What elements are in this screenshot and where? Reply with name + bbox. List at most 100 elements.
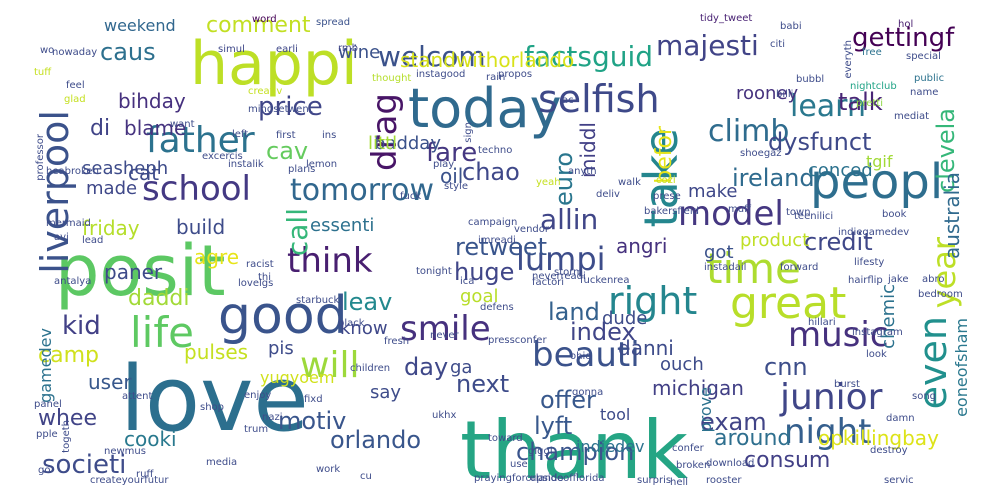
cloud-word: yeah xyxy=(536,177,561,188)
cloud-word: gamedev xyxy=(36,328,55,403)
cloud-word: pple xyxy=(36,429,58,440)
cloud-word: opkillingbay xyxy=(818,426,939,450)
cloud-word: look xyxy=(866,349,887,360)
cloud-word: di xyxy=(90,116,111,141)
cloud-word: retweet xyxy=(455,233,548,261)
cloud-word: talk xyxy=(838,88,883,116)
cloud-word: model xyxy=(678,194,784,234)
cloud-word: heabroken xyxy=(46,166,99,177)
cloud-word: orlando xyxy=(330,426,422,454)
cloud-word: spread xyxy=(316,17,351,28)
cloud-word: hillari xyxy=(808,317,836,328)
cloud-word: ruff xyxy=(136,469,154,480)
cloud-word: pis xyxy=(268,338,294,359)
cloud-word: champion xyxy=(516,438,635,466)
cloud-word: fixd xyxy=(304,394,323,405)
cloud-word: pressconfer xyxy=(488,335,547,346)
cloud-word: tomorrow xyxy=(290,173,435,208)
cloud-word: ac xyxy=(562,95,574,106)
cloud-word: confer xyxy=(672,443,704,454)
cloud-word: nowaday xyxy=(52,47,98,58)
cloud-word: hairflip xyxy=(848,275,883,286)
cloud-word: cat xyxy=(128,161,160,185)
cloud-word: tgif xyxy=(866,152,893,171)
cloud-word: mermaid xyxy=(46,218,91,229)
cloud-word: ga xyxy=(450,357,473,378)
cloud-word: thought xyxy=(372,73,412,84)
cloud-word: jake xyxy=(888,274,909,285)
cloud-word: right xyxy=(608,279,698,323)
cloud-word: free xyxy=(862,47,882,58)
cloud-word: got xyxy=(704,242,734,263)
cloud-word: agre xyxy=(194,245,240,269)
cloud-word: think xyxy=(287,241,373,281)
cloud-word: shoegaz xyxy=(740,148,782,159)
cloud-word: societi xyxy=(42,450,127,480)
cloud-word: lemon xyxy=(306,159,338,170)
cloud-word: paner xyxy=(104,260,163,284)
cloud-word: goal xyxy=(460,286,499,307)
cloud-word: createyourfutur xyxy=(90,475,169,486)
cloud-word: tidy_tweet xyxy=(700,13,753,24)
cloud-word: love xyxy=(120,347,309,452)
cloud-word: tonight xyxy=(416,266,452,277)
cloud-word: chemic xyxy=(878,284,899,349)
cloud-word: togeth xyxy=(61,420,72,453)
cloud-word: left xyxy=(232,129,249,140)
cloud-word: rain xyxy=(486,72,506,83)
cloud-word: style xyxy=(444,181,468,192)
cloud-word: children xyxy=(350,363,391,374)
cloud-word: starbuck xyxy=(296,295,340,306)
cloud-word: hol xyxy=(898,19,914,30)
cloud-word: download xyxy=(706,458,755,469)
cloud-word: school xyxy=(142,169,252,209)
cloud-word: ins xyxy=(322,130,337,141)
cloud-word: surpris xyxy=(637,475,672,486)
cloud-word: australia xyxy=(940,172,964,260)
cloud-word: servic xyxy=(884,475,914,486)
cloud-word: ouch xyxy=(660,354,704,375)
cloud-word: burst xyxy=(834,379,860,390)
cloud-word: beauti xyxy=(532,335,640,375)
cloud-word: nazi xyxy=(262,412,283,423)
cloud-word: town xyxy=(786,207,811,218)
cloud-word: professor xyxy=(35,134,46,181)
cloud-word: destroy xyxy=(870,445,908,456)
cloud-word: ohio xyxy=(570,351,592,362)
cloud-word: badday xyxy=(374,133,441,154)
cloud-word: propos xyxy=(498,69,533,80)
cloud-word: made xyxy=(86,178,138,199)
cloud-word: indiedev xyxy=(576,437,645,456)
cloud-word: land xyxy=(548,298,600,326)
cloud-word: excercis xyxy=(202,151,243,162)
cloud-word: went xyxy=(288,104,313,115)
cloud-word: bihday xyxy=(118,89,186,113)
cloud-word: gettingf xyxy=(852,23,955,53)
cloud-word: lifesty xyxy=(854,257,885,268)
cloud-word: say xyxy=(370,382,402,403)
cloud-word: make xyxy=(688,181,738,202)
cloud-word: giggl xyxy=(528,446,553,457)
cloud-word: bakersfield xyxy=(644,206,699,217)
cloud-word: use xyxy=(510,459,528,470)
cloud-word: happi xyxy=(190,29,358,99)
cloud-word: lovelgs xyxy=(238,278,274,289)
cloud-word: blame xyxy=(124,116,187,140)
cloud-word: attent xyxy=(122,391,153,402)
cloud-word: techno xyxy=(478,145,513,156)
cloud-word: wo xyxy=(40,45,55,56)
cloud-word: factori xyxy=(532,277,565,288)
cloud-word: exam xyxy=(700,408,767,436)
cloud-word: fuck xyxy=(400,191,422,202)
cloud-word: father xyxy=(146,120,255,161)
cloud-word: time xyxy=(706,244,801,293)
cloud-word: campaign xyxy=(468,217,518,228)
cloud-word: motiv xyxy=(278,407,347,435)
cloud-word: racist xyxy=(246,259,274,270)
cloud-word: weekend xyxy=(104,16,176,35)
cloud-word: prove xyxy=(696,387,715,433)
cloud-word: great xyxy=(730,278,847,329)
cloud-word: cav xyxy=(266,137,309,165)
cloud-word: peopl xyxy=(810,154,944,210)
